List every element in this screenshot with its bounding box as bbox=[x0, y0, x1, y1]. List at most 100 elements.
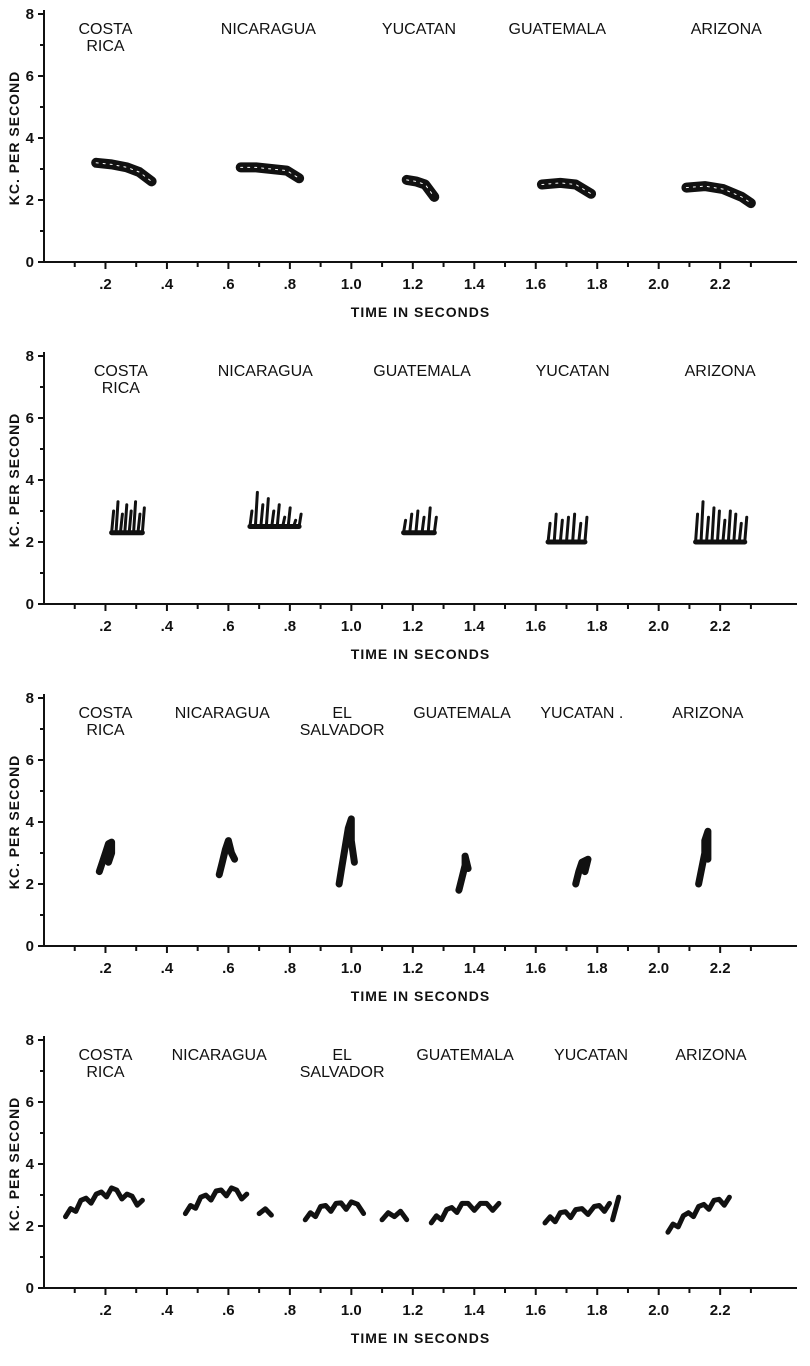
x-tick-label: 1.2 bbox=[402, 276, 423, 293]
trace-texture bbox=[240, 166, 300, 179]
x-tick-label: 1.0 bbox=[341, 276, 362, 293]
trace-spike bbox=[253, 490, 259, 528]
trace-spike bbox=[286, 506, 292, 528]
trace-4 bbox=[379, 1208, 410, 1223]
trace-spike bbox=[564, 515, 570, 544]
x-tick-label: 2.0 bbox=[648, 618, 669, 635]
x-tick-label: 1.8 bbox=[587, 1302, 608, 1319]
region-label: RICA bbox=[102, 380, 141, 397]
x-tick-label: 1.0 bbox=[341, 960, 362, 977]
y-tick-label: 8 bbox=[26, 1032, 34, 1049]
x-tick-label: 2.0 bbox=[648, 960, 669, 977]
region-label: RICA bbox=[86, 1064, 125, 1081]
x-tick-label: .2 bbox=[99, 1302, 112, 1319]
chart-panel-3: 0 2 4 6 8 .2 .4 .6 .8 1.0 1.2 1.4 1.6 1.8 2.0 2.2 TIME I… bbox=[0, 684, 810, 1024]
trace-0 bbox=[91, 157, 157, 187]
y-tick-label: 0 bbox=[26, 254, 34, 271]
y-tick-label: 6 bbox=[26, 68, 34, 85]
x-tick-label: .4 bbox=[161, 960, 174, 977]
trace-spike bbox=[414, 509, 420, 535]
x-tick-label: 1.0 bbox=[341, 618, 362, 635]
x-tick-label: 1.6 bbox=[525, 618, 546, 635]
y-tick-label: 4 bbox=[26, 130, 35, 147]
y-tick-label: 6 bbox=[26, 410, 34, 427]
region-label: GUATEMALA bbox=[509, 21, 607, 38]
trace-spike bbox=[264, 497, 270, 528]
trace-6 bbox=[542, 1200, 612, 1226]
trace-spike bbox=[281, 515, 287, 528]
region-label: EL bbox=[332, 705, 352, 722]
trace-7 bbox=[610, 1194, 622, 1223]
chart-panel-4: 0 2 4 6 8 .2 .4 .6 .8 1.0 1.2 1.4 1.6 1.8 2.0 2.2 TIME I… bbox=[0, 1026, 810, 1366]
trace-2 bbox=[256, 1206, 274, 1218]
trace-texture bbox=[95, 162, 153, 182]
chart-panel-1: 0 2 4 6 8 .2 .4 .6 .8 1.0 1.2 1.4 1.6 1.8 2.0 2.2 TIME I… bbox=[0, 0, 810, 340]
trace-spike bbox=[705, 515, 711, 544]
x-tick-label: .2 bbox=[99, 618, 112, 635]
y-tick-label: 8 bbox=[26, 348, 34, 365]
x-tick-label: 1.2 bbox=[402, 960, 423, 977]
x-axis-title: TIME IN SECONDS bbox=[351, 988, 490, 1004]
trace-texture bbox=[541, 182, 592, 195]
trace-spike bbox=[132, 500, 138, 535]
region-label: GUATEMALA bbox=[413, 705, 511, 722]
region-label: GUATEMALA bbox=[373, 363, 471, 380]
trace-spike bbox=[571, 512, 577, 544]
trace-spike bbox=[715, 509, 721, 544]
trace-spike bbox=[136, 512, 142, 535]
trace-spike bbox=[248, 509, 254, 528]
region-label: SALVADOR bbox=[300, 1064, 385, 1081]
x-tick-label: 1.0 bbox=[341, 1302, 362, 1319]
region-label: NICARAGUA bbox=[172, 1047, 267, 1064]
trace-8 bbox=[665, 1194, 732, 1235]
x-tick-label: 1.6 bbox=[525, 1302, 546, 1319]
region-label: ARIZONA bbox=[672, 705, 743, 722]
x-tick-label: 1.4 bbox=[464, 960, 486, 977]
trace-spike bbox=[402, 518, 408, 535]
trace-texture bbox=[406, 179, 435, 198]
trace-spike bbox=[577, 521, 583, 544]
y-tick-label: 8 bbox=[26, 690, 34, 707]
x-tick-label: .6 bbox=[222, 960, 235, 977]
y-axis-title: KC. PER SECOND bbox=[6, 413, 22, 548]
x-axis-title: TIME IN SECONDS bbox=[351, 1330, 490, 1346]
trace-spike bbox=[699, 500, 705, 544]
trace-0 bbox=[95, 838, 116, 876]
y-tick-label: 6 bbox=[26, 1094, 34, 1111]
y-axis-title: KC. PER SECOND bbox=[6, 71, 22, 206]
trace-spike bbox=[420, 515, 426, 535]
region-label: COSTA bbox=[79, 21, 133, 38]
trace-3 bbox=[536, 177, 597, 199]
x-tick-label: 1.4 bbox=[464, 618, 486, 635]
trace-spike bbox=[732, 512, 738, 544]
x-tick-label: .2 bbox=[99, 276, 112, 293]
trace-spike bbox=[408, 512, 414, 535]
region-label: YUCATAN bbox=[554, 1047, 628, 1064]
trace-spike bbox=[726, 509, 732, 544]
trace-spike bbox=[297, 512, 303, 528]
trace-1 bbox=[182, 1185, 250, 1217]
x-tick-label: 1.8 bbox=[587, 276, 608, 293]
trace-spike bbox=[721, 518, 727, 544]
trace-spike bbox=[292, 518, 298, 528]
y-tick-label: 2 bbox=[26, 876, 34, 893]
x-tick-label: 1.4 bbox=[464, 1302, 486, 1319]
x-tick-label: .4 bbox=[161, 618, 174, 635]
trace-spike bbox=[110, 509, 116, 535]
x-tick-label: .2 bbox=[99, 960, 112, 977]
x-axis-title: TIME IN SECONDS bbox=[351, 304, 490, 320]
chart-svg: 0 2 4 6 8 .2 .4 .6 .8 1.0 1.2 1.4 1.6 1.8 2.0 2.2 TIME I… bbox=[6, 690, 797, 1004]
y-axis-title: KC. PER SECOND bbox=[6, 755, 22, 890]
x-tick-label: .6 bbox=[222, 276, 235, 293]
x-tick-label: .4 bbox=[161, 276, 174, 293]
region-label: YUCATAN . bbox=[540, 705, 623, 722]
x-tick-label: 2.0 bbox=[648, 1302, 669, 1319]
trace-2 bbox=[335, 815, 358, 888]
region-label: COSTA bbox=[79, 705, 133, 722]
trace-spike bbox=[118, 512, 124, 535]
x-tick-label: 2.2 bbox=[710, 960, 731, 977]
trace-spike bbox=[710, 506, 716, 544]
trace-spike bbox=[259, 503, 265, 528]
region-label: RICA bbox=[86, 38, 125, 55]
trace-spike bbox=[432, 515, 438, 535]
